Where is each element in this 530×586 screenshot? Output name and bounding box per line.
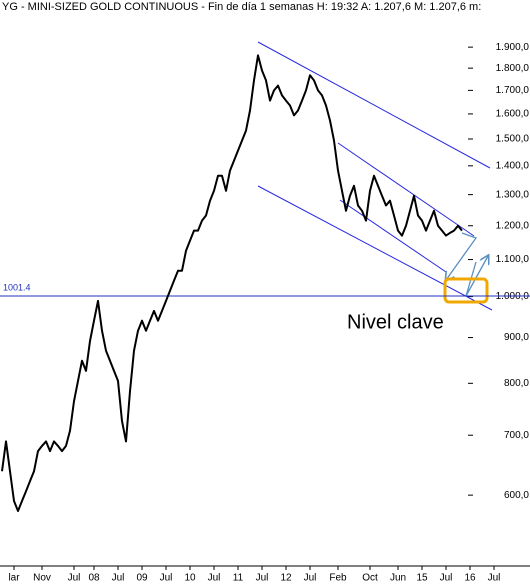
x-tick-label: Jul — [304, 573, 317, 584]
x-tick-label: 12 — [280, 573, 292, 584]
x-tick-label: Nov — [33, 573, 51, 584]
annotation: Nivel clave — [347, 311, 444, 333]
y-tick-label: 1.400,0 — [496, 160, 530, 171]
price-line — [1, 54, 463, 512]
trend-line — [337, 142, 475, 237]
x-tick-label: Jul — [440, 573, 453, 584]
x-tick-label: 10 — [184, 573, 196, 584]
level-label: 1001.4 — [3, 282, 31, 292]
trend-line — [257, 185, 493, 311]
trend-line — [339, 199, 447, 273]
y-tick-label: 1.500,0 — [496, 134, 530, 145]
y-tick-label: 900,0 — [504, 332, 529, 343]
y-tick-label: 1.900,0 — [496, 42, 530, 53]
x-tick-label: 16 — [464, 573, 476, 584]
y-tick-label: 1.000,0 — [496, 291, 530, 302]
x-tick-label: Feb — [329, 573, 347, 584]
y-tick-label: 1.100,0 — [496, 254, 530, 265]
y-tick-label: 1.200,0 — [496, 220, 530, 231]
x-tick-label: Jul — [488, 573, 501, 584]
chart-title: YG - MINI-SIZED GOLD CONTINUOUS - Fin de… — [2, 1, 481, 13]
x-tick-label: Jul — [160, 573, 173, 584]
trend-lines — [257, 41, 493, 311]
x-tick-label: Jul — [112, 573, 125, 584]
x-tick-label: 09 — [136, 573, 148, 584]
x-tick-label: 08 — [88, 573, 100, 584]
trend-line — [257, 41, 491, 169]
x-tick-label: 15 — [416, 573, 428, 584]
x-tick-label: lar — [8, 573, 20, 584]
x-tick-label: 11 — [233, 573, 244, 584]
y-tick-label: 800,0 — [504, 378, 529, 389]
x-tick-label: Jun — [390, 573, 406, 584]
x-tick-label: Jul — [256, 573, 269, 584]
y-tick-label: 600,0 — [504, 490, 529, 501]
y-tick-label: 1.700,0 — [496, 85, 530, 96]
y-tick-label: 1.800,0 — [496, 63, 530, 74]
y-tick-label: 1.300,0 — [496, 189, 530, 200]
x-tick-label: Jul — [68, 573, 81, 584]
arrow — [446, 232, 478, 280]
x-tick-label: Jul — [208, 573, 221, 584]
y-tick-label: 700,0 — [504, 430, 529, 441]
highlight-box — [443, 277, 489, 304]
y-tick-label: 1.600,0 — [496, 109, 530, 120]
x-tick-label: Oct — [362, 573, 378, 584]
